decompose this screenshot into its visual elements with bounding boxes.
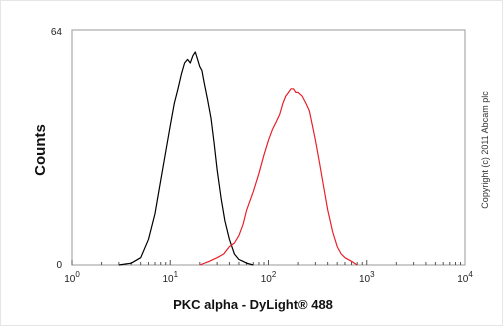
x-axis-title: PKC alpha - DyLight® 488: [173, 297, 333, 312]
x-tick-label: 102: [261, 270, 277, 285]
y-tick-label-64: 64: [51, 27, 63, 38]
series-line-red: [199, 88, 358, 266]
x-tick-label: 100: [64, 270, 80, 285]
x-tick-label: 103: [359, 270, 375, 285]
x-tick-label: 104: [457, 270, 473, 285]
series-line-black: [118, 51, 254, 266]
copyright-notice: Copyright (c) 2011 Abcam plc: [480, 91, 490, 209]
histogram-series: [118, 51, 358, 266]
plot-area: [71, 29, 466, 266]
y-tick-label-0: 0: [56, 260, 62, 271]
x-axis-ticks: 100 101 102 103 104: [64, 260, 473, 285]
x-tick-label: 101: [162, 270, 178, 285]
y-axis-title: Counts: [32, 124, 49, 176]
